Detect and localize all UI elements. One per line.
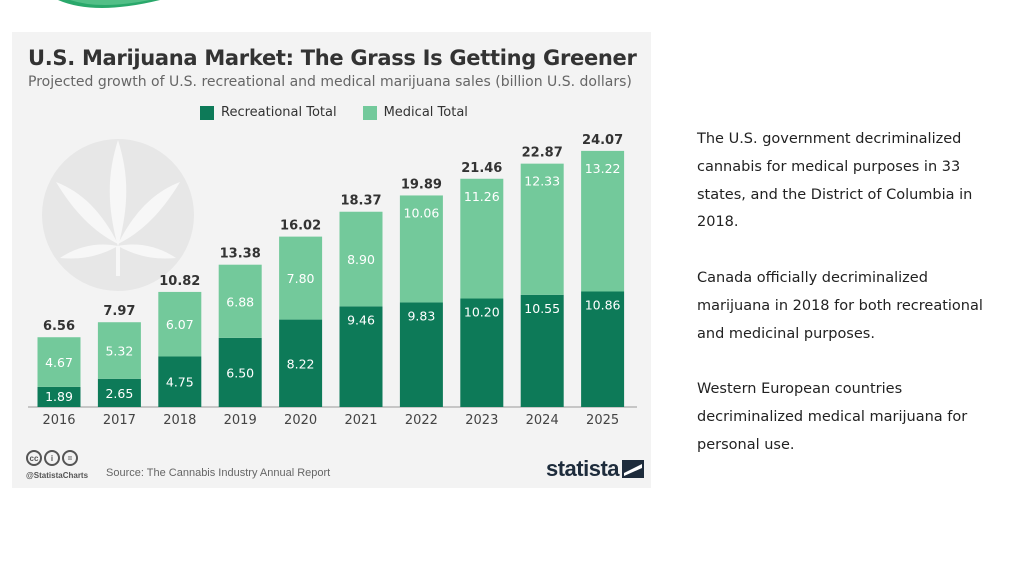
chart-card: U.S. Marijuana Market: The Grass Is Gett… bbox=[12, 32, 651, 488]
total-label-2024: 22.87 bbox=[522, 146, 563, 161]
total-label-2021: 18.37 bbox=[340, 194, 381, 209]
bar-recreational-2016 bbox=[37, 386, 81, 407]
slide-text-panel: The U.S. government decriminalized canna… bbox=[697, 126, 997, 487]
cannabis-leaf-watermark bbox=[42, 139, 194, 291]
x-tick-label-2020: 2020 bbox=[284, 413, 317, 428]
data-label-recreational-2021: 9.46 bbox=[347, 312, 375, 327]
total-label-2020: 16.02 bbox=[280, 219, 321, 234]
total-label-2022: 19.89 bbox=[401, 177, 442, 192]
data-label-recreational-2019: 6.50 bbox=[226, 365, 254, 380]
bar-recreational-2021 bbox=[339, 306, 383, 407]
bar-medical-2021 bbox=[339, 211, 383, 307]
bar-recreational-2025 bbox=[581, 291, 625, 407]
bar-recreational-2017 bbox=[97, 378, 141, 407]
bar-medical-2020 bbox=[279, 236, 323, 320]
chart-source: Source: The Cannabis Industry Annual Rep… bbox=[106, 467, 331, 479]
bar-medical-2025 bbox=[581, 150, 625, 292]
slide-paragraph-3: Western European countries decriminalize… bbox=[697, 381, 968, 453]
x-tick-label-2021: 2021 bbox=[344, 413, 377, 428]
x-tick-label-2017: 2017 bbox=[103, 413, 136, 428]
total-label-2019: 13.38 bbox=[220, 247, 261, 262]
total-label-2018: 10.82 bbox=[159, 274, 200, 289]
bar-medical-2018 bbox=[158, 291, 202, 357]
bar-recreational-2023 bbox=[460, 298, 504, 407]
bar-medical-2023 bbox=[460, 178, 504, 299]
statista-handle: @StatistaCharts bbox=[26, 471, 89, 480]
data-label-recreational-2022: 9.83 bbox=[407, 308, 435, 323]
legend-item-medical: Medical Total bbox=[362, 105, 468, 120]
x-tick-label-2016: 2016 bbox=[42, 413, 75, 428]
data-label-medical-2018: 6.07 bbox=[166, 317, 194, 332]
data-label-medical-2022: 10.06 bbox=[404, 205, 440, 220]
data-label-medical-2019: 6.88 bbox=[226, 294, 254, 309]
data-label-recreational-2025: 10.86 bbox=[585, 297, 621, 312]
data-label-recreational-2017: 2.65 bbox=[105, 386, 133, 401]
data-label-medical-2024: 12.33 bbox=[524, 174, 560, 189]
bar-recreational-2022 bbox=[399, 302, 443, 407]
cc-badge-icon: cc bbox=[26, 450, 42, 466]
bar-medical-2017 bbox=[97, 322, 141, 379]
data-label-medical-2025: 13.22 bbox=[585, 161, 621, 176]
attribution-badge-icon: i bbox=[44, 450, 60, 466]
legend-swatch-medical bbox=[362, 105, 377, 120]
data-label-medical-2016: 4.67 bbox=[45, 355, 73, 370]
x-tick-label-2023: 2023 bbox=[465, 413, 498, 428]
data-label-recreational-2023: 10.20 bbox=[464, 305, 500, 320]
bar-recreational-2019 bbox=[218, 337, 262, 407]
bar-recreational-2024 bbox=[520, 294, 564, 407]
x-tick-label-2018: 2018 bbox=[163, 413, 196, 428]
statista-logo-icon bbox=[622, 460, 645, 478]
x-tick-label-2022: 2022 bbox=[405, 413, 438, 428]
bar-recreational-2018 bbox=[158, 356, 202, 407]
legend-item-recreational: Recreational Total bbox=[200, 105, 337, 120]
total-label-2023: 21.46 bbox=[461, 161, 502, 176]
bar-medical-2024 bbox=[520, 163, 564, 295]
bar-medical-2022 bbox=[399, 195, 443, 303]
total-label-2025: 24.07 bbox=[582, 133, 623, 148]
chart-subtitle: Projected growth of U.S. recreational an… bbox=[28, 74, 632, 90]
legend-swatch-recreational bbox=[200, 105, 214, 120]
bar-medical-2016 bbox=[37, 337, 81, 387]
bar-medical-2019 bbox=[218, 264, 262, 338]
legend-label-recreational: Recreational Total bbox=[221, 105, 337, 120]
statista-logo: statista bbox=[546, 456, 645, 482]
slide-paragraph-1: The U.S. government decriminalized canna… bbox=[697, 131, 973, 231]
data-label-medical-2023: 11.26 bbox=[464, 189, 500, 204]
x-tick-label-2024: 2024 bbox=[526, 413, 559, 428]
slide-paragraph-2: Canada officially decriminalized marijua… bbox=[697, 269, 983, 342]
chart-title: U.S. Marijuana Market: The Grass Is Gett… bbox=[28, 46, 637, 70]
statista-wordmark: statista bbox=[546, 456, 620, 481]
license-badges: cc i = bbox=[26, 450, 78, 466]
total-label-2016: 6.56 bbox=[43, 319, 75, 334]
corner-swoosh-decoration bbox=[58, 0, 160, 8]
chart-plot: 1.89 4.67 6.56 2016 2.65 5.32 7.97 2017 4.75 6.07… bbox=[28, 133, 637, 428]
bar-recreational-2020 bbox=[279, 319, 323, 407]
data-label-recreational-2020: 8.22 bbox=[287, 356, 315, 371]
x-tick-label-2019: 2019 bbox=[224, 413, 257, 428]
data-label-medical-2017: 5.32 bbox=[105, 344, 133, 359]
data-label-recreational-2016: 1.89 bbox=[45, 389, 73, 404]
legend-label-medical: Medical Total bbox=[383, 105, 468, 120]
data-label-medical-2020: 7.80 bbox=[287, 271, 315, 286]
chart-legend: Recreational Total Medical Total bbox=[200, 105, 468, 120]
data-label-recreational-2024: 10.55 bbox=[524, 301, 560, 316]
data-label-medical-2021: 8.90 bbox=[347, 252, 375, 267]
total-label-2017: 7.97 bbox=[103, 304, 135, 319]
no-derivatives-badge-icon: = bbox=[62, 450, 78, 466]
data-label-recreational-2018: 4.75 bbox=[166, 375, 194, 390]
x-tick-label-2025: 2025 bbox=[586, 413, 619, 428]
